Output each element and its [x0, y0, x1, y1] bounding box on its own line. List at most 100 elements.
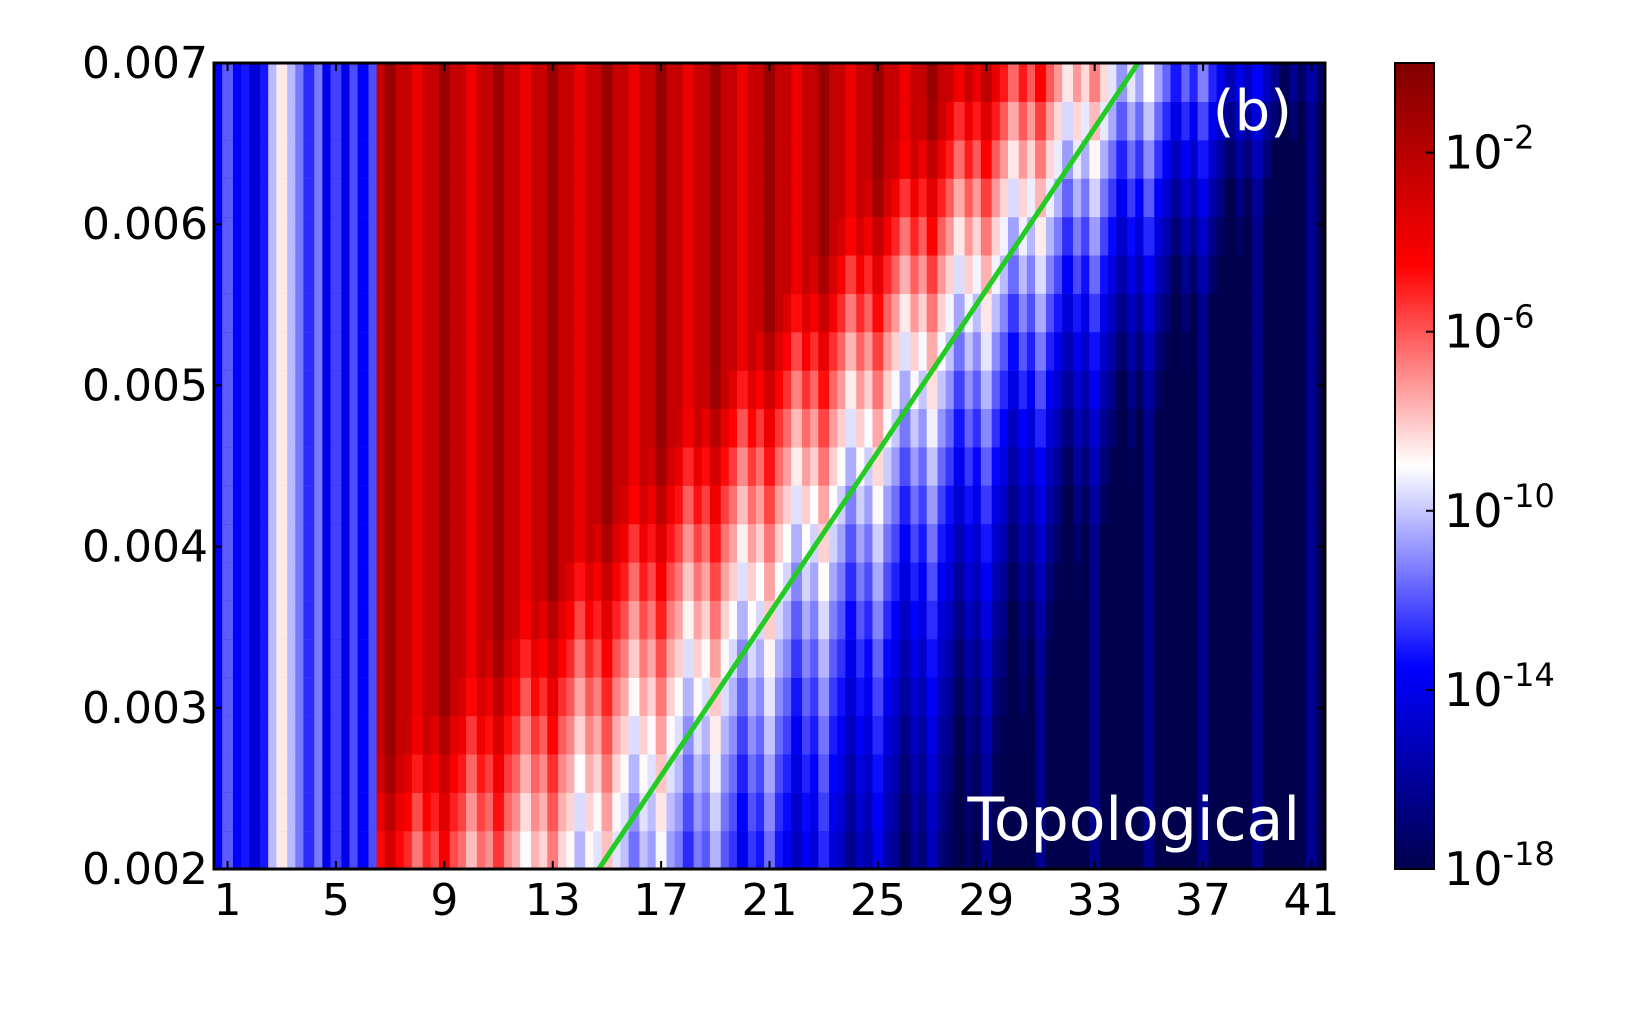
heatmap-stripe — [1224, 370, 1236, 410]
heatmap-stripe — [845, 753, 857, 793]
heatmap-stripe — [1116, 830, 1128, 869]
heatmap-stripe — [1116, 753, 1128, 793]
heatmap-stripe — [1143, 677, 1155, 717]
heatmap-stripe — [303, 485, 315, 525]
heatmap-stripe — [601, 101, 613, 141]
heatmap-stripe — [1306, 408, 1317, 448]
heatmap-stripe — [1306, 830, 1317, 869]
heatmap-stripe — [466, 792, 477, 832]
heatmap-stripe — [1007, 677, 1019, 717]
heatmap-stripe — [520, 408, 532, 448]
heatmap-stripe — [655, 178, 667, 218]
heatmap-stripe — [276, 523, 288, 563]
heatmap-stripe — [1170, 331, 1182, 371]
heatmap-stripe — [682, 293, 694, 333]
heatmap-stripe — [547, 178, 559, 218]
heatmap-stripe — [547, 293, 559, 333]
heatmap-stripe — [709, 600, 721, 640]
heatmap-stripe — [1062, 600, 1073, 640]
heatmap-stripe — [411, 523, 423, 563]
heatmap-stripe — [709, 293, 721, 333]
heatmap-stripe — [493, 216, 504, 256]
heatmap-stripe — [872, 792, 884, 832]
heatmap-stripe — [709, 638, 721, 678]
heatmap-stripe — [1224, 293, 1236, 333]
heatmap-stripe — [1089, 600, 1101, 640]
heatmap-stripe — [736, 101, 748, 141]
heatmap-stripe — [764, 370, 775, 410]
heatmap-stripe — [845, 293, 857, 333]
heatmap-stripe — [601, 408, 613, 448]
heatmap-stripe — [1062, 408, 1073, 448]
heatmap-stripe — [1116, 63, 1128, 102]
heatmap-stripe — [249, 63, 261, 102]
heatmap-stripe — [1251, 101, 1263, 141]
heatmap-stripe — [330, 485, 342, 525]
heatmap-stripe — [953, 753, 965, 793]
heatmap-stripe — [1062, 254, 1073, 294]
heatmap-stripe — [1116, 370, 1128, 410]
heatmap-stripe — [818, 715, 830, 755]
heatmap-stripe — [736, 293, 748, 333]
heatmap-stripe — [791, 523, 803, 563]
heatmap-stripe — [276, 408, 288, 448]
heatmap-stripe — [899, 178, 911, 218]
heatmap-stripe — [411, 715, 423, 755]
heatmap-stripe — [1116, 446, 1128, 486]
heatmap-stripe — [276, 561, 288, 601]
heatmap-stripe — [709, 139, 721, 179]
heatmap-stripe — [818, 485, 830, 525]
heatmap-stripe — [357, 715, 369, 755]
y-tick-label: 0.006 — [82, 199, 208, 250]
heatmap-stripe — [276, 101, 288, 141]
heatmap-stripe — [1062, 792, 1073, 832]
heatmap-stripe — [1197, 715, 1209, 755]
heatmap-stripe — [249, 600, 261, 640]
heatmap-stripe — [222, 408, 233, 448]
heatmap-stripe — [303, 677, 315, 717]
heatmap-stripe — [303, 753, 315, 793]
heatmap-stripe — [330, 408, 342, 448]
heatmap-stripe — [682, 446, 694, 486]
heatmap-stripe — [628, 446, 640, 486]
heatmap-stripe — [764, 254, 775, 294]
heatmap-stripe — [1278, 254, 1290, 294]
heatmap-stripe — [384, 485, 396, 525]
heatmap-stripe — [1197, 485, 1209, 525]
heatmap-stripe — [1197, 446, 1209, 486]
heatmap-stripe — [628, 331, 640, 371]
heatmap-stripe — [980, 139, 992, 179]
heatmap-stripe — [818, 408, 830, 448]
heatmap-stripe — [384, 753, 396, 793]
heatmap-stripe — [249, 523, 261, 563]
heatmap-stripe — [1089, 446, 1101, 486]
heatmap-stripe — [1062, 753, 1073, 793]
heatmap-stripe — [1251, 178, 1263, 218]
heatmap-stripe — [655, 139, 667, 179]
heatmap-stripe — [845, 715, 857, 755]
heatmap-stripe — [384, 715, 396, 755]
heatmap-stripe — [628, 830, 640, 869]
heatmap-stripe — [953, 254, 965, 294]
heatmap-stripe — [872, 677, 884, 717]
heatmap-stripe — [411, 485, 423, 525]
heatmap-stripe — [845, 331, 857, 371]
heatmap-stripe — [1007, 331, 1019, 371]
heatmap-stripe — [438, 408, 450, 448]
heatmap-stripe — [872, 178, 884, 218]
heatmap-stripe — [1143, 63, 1155, 102]
heatmap-stripe — [1035, 293, 1046, 333]
heatmap-stripe — [303, 638, 315, 678]
heatmap-stripe — [357, 331, 369, 371]
heatmap-stripe — [953, 638, 965, 678]
heatmap-stripe — [1224, 254, 1236, 294]
heatmap-stripe — [791, 331, 803, 371]
heatmap-stripe — [493, 677, 504, 717]
heatmap-stripe — [438, 523, 450, 563]
heatmap-stripe — [764, 753, 775, 793]
heatmap-stripe — [1224, 139, 1236, 179]
heatmap-stripe — [438, 293, 450, 333]
heatmap-stripe — [1116, 178, 1128, 218]
heatmap-stripe — [980, 523, 992, 563]
heatmap-stripe — [411, 638, 423, 678]
